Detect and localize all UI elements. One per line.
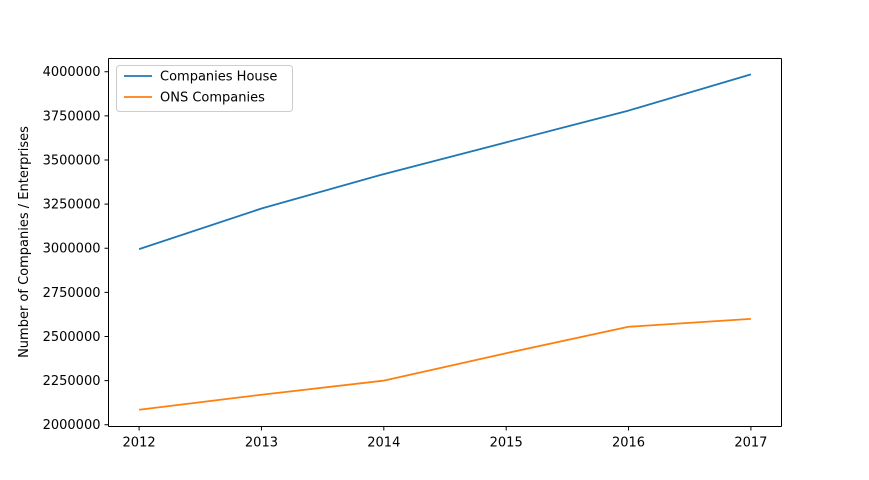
- y-tick-label: 3000000: [43, 242, 101, 257]
- y-tick-label: 3500000: [43, 153, 101, 168]
- x-tick-label: 2015: [490, 436, 523, 451]
- y-tick-label: 4000000: [43, 65, 101, 80]
- legend-box: [116, 65, 293, 112]
- x-tick-label: 2012: [123, 436, 156, 451]
- y-axis-label: Number of Companies / Enterprises: [17, 126, 32, 358]
- axes-layer: [108, 58, 782, 427]
- x-tick-label: 2014: [367, 436, 400, 451]
- ticks-layer: 2012 2013 2014 2015 2016 2017 2000000 2250000 25…: [43, 65, 768, 450]
- y-tick-label: 3250000: [43, 198, 101, 213]
- legend-label-ons-companies: ONS Companies: [160, 91, 265, 106]
- y-tick-label: 2750000: [43, 286, 101, 301]
- series-line-ons-companies: [138, 317, 751, 411]
- series-line-companies-house: [138, 73, 752, 250]
- plot-area: [108, 58, 782, 427]
- y-tick-label: 2250000: [43, 374, 101, 389]
- x-tick-label: 2017: [734, 436, 767, 451]
- x-tick-label: 2016: [612, 436, 645, 451]
- y-tick-label: 3750000: [43, 109, 101, 124]
- x-tick-label: 2013: [245, 436, 278, 451]
- y-tick-label: 2500000: [43, 330, 101, 345]
- legend: Companies House ONS Companies: [116, 65, 293, 112]
- series-layer: [138, 73, 752, 411]
- legend-label-companies-house: Companies House: [160, 70, 277, 85]
- y-tick-label: 2000000: [43, 418, 101, 433]
